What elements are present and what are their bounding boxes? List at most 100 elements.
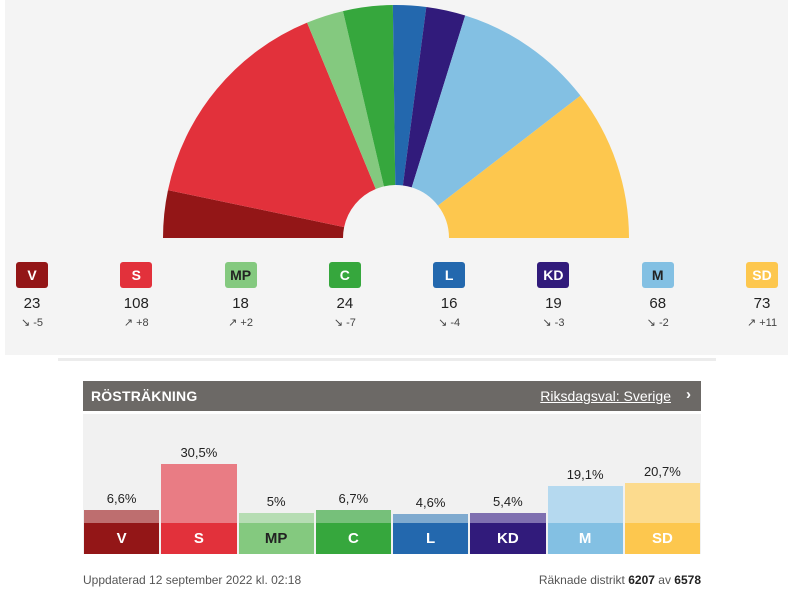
party-change-s: ↗ +8: [106, 316, 166, 329]
bar-label-c: C: [315, 523, 391, 554]
bar-value-kd: 5,4%: [493, 493, 523, 509]
arrow-down-right-icon: ↘: [542, 317, 552, 329]
bar-label-mp: MP: [238, 523, 314, 554]
arrow-up-right-icon: ↗: [123, 317, 134, 329]
party-change-value-mp: +2: [237, 317, 253, 329]
party-badge-l: L: [433, 262, 466, 288]
party-column-v: V 23 ↘ -5: [2, 262, 62, 329]
bar-column-kd: 5,4% KD: [470, 414, 546, 554]
bar-kd: [470, 512, 546, 523]
party-change-c: ↘ -7: [315, 316, 375, 329]
seat-segment-kd: [402, 6, 466, 188]
arrow-up-right-icon: ↗: [228, 317, 238, 329]
party-change-l: ↘ -4: [419, 316, 479, 329]
districts-total: 6578: [674, 573, 701, 587]
districts-separator: av: [658, 573, 671, 587]
bar-label-v: V: [84, 523, 160, 554]
bar-mp: [238, 513, 314, 523]
party-seats-sd: 73: [753, 295, 771, 312]
party-change-value-kd: -3: [551, 317, 565, 329]
bar-s: [161, 463, 237, 523]
party-badge-mp: MP: [224, 262, 257, 288]
bar-value-mp: 5%: [266, 494, 286, 510]
bar-v: [84, 510, 160, 523]
bar-label-m: M: [547, 523, 623, 554]
party-column-m: M 68 ↘ -2: [628, 262, 688, 329]
party-column-kd: KD 19 ↘ -3: [523, 262, 583, 329]
arrow-up-right-icon: ↗: [746, 317, 757, 329]
bar-value-c: 6,7%: [338, 491, 369, 507]
party-column-sd: SD 73 ↗ +11: [732, 262, 788, 329]
party-seats-l: 16: [440, 295, 458, 312]
party-badge-m: M: [641, 262, 674, 288]
bar-value-m: 19,1%: [566, 467, 604, 482]
bar-label-s: S: [161, 523, 237, 554]
counted-districts: Räknade distrikt 6207 av 6578: [539, 573, 701, 587]
bar-label-sd: SD: [624, 523, 700, 554]
party-change-sd: ↗ +11: [732, 316, 788, 329]
party-change-kd: ↘ -3: [523, 316, 583, 329]
parliament-panel: V 23 ↘ -5 S 108 ↗ +8 MP 18 ↗ +2 C 24 ↘ -7 L 16 ↘ -4 KD 1…: [5, 0, 788, 355]
party-change-v: ↘ -5: [2, 316, 62, 329]
arrow-down-right-icon: ↘: [438, 317, 448, 329]
bar-column-l: 4,6% L: [393, 414, 469, 554]
party-change-m: ↘ -2: [628, 316, 688, 329]
party-change-mp: ↗ +2: [211, 316, 271, 329]
chevron-right-icon[interactable]: ›: [686, 386, 691, 403]
seat-segment-l: [392, 4, 427, 186]
bar-label-kd: KD: [470, 523, 546, 554]
bar-column-sd: 20,7% SD: [624, 414, 700, 554]
party-change-value-v: -5: [30, 317, 44, 329]
bar-column-m: 19,1% M: [547, 414, 623, 554]
party-change-value-m: -2: [655, 317, 669, 329]
party-column-c: C 24 ↘ -7: [315, 262, 375, 329]
vote-count-title: RÖSTRÄKNING: [91, 388, 198, 404]
party-seats-kd: 19: [545, 295, 562, 312]
seat-segment-s: [167, 22, 376, 228]
party-column-mp: MP 18 ↗ +2: [211, 262, 271, 329]
party-seats-m: 68: [649, 295, 667, 312]
party-change-value-sd: +11: [756, 317, 778, 329]
party-seats-mp: 18: [232, 295, 249, 312]
bar-column-v: 6,6% V: [84, 414, 160, 554]
bar-column-s: 30,5% S: [161, 414, 237, 554]
party-seats-c: 24: [336, 295, 354, 312]
bar-l: [393, 514, 469, 523]
party-change-value-l: -4: [447, 317, 461, 329]
arrow-down-right-icon: ↘: [646, 317, 656, 329]
party-badge-v: V: [16, 262, 48, 288]
bar-value-v: 6,6%: [106, 491, 137, 507]
bar-c: [315, 510, 391, 523]
seat-segment-sd: [437, 95, 629, 238]
party-badge-c: C: [328, 262, 361, 288]
vote-bar-chart: 6,6% V 30,5% S 5% MP 6,7% C 4,6% L 5,4% KD 19,1% M 20,…: [83, 414, 701, 554]
seat-segment-v: [163, 190, 345, 238]
districts-counted: 6207: [628, 573, 655, 587]
bar-value-s: 30,5%: [180, 444, 218, 460]
bar-column-c: 6,7% C: [315, 414, 391, 554]
districts-prefix: Räknade distrikt: [538, 573, 625, 587]
arrow-down-right-icon: ↘: [20, 317, 31, 329]
party-badge-kd: KD: [537, 262, 570, 288]
bar-column-mp: 5% MP: [238, 414, 314, 554]
bar-label-l: L: [393, 523, 469, 554]
bar-sd: [624, 482, 700, 523]
updated-timestamp: Uppdaterad 12 september 2022 kl. 02:18: [83, 573, 302, 587]
parliament-chart: [163, 4, 629, 238]
party-column-s: S 108 ↗ +8: [106, 262, 166, 329]
party-seats-v: 23: [23, 295, 41, 312]
party-column-l: L 16 ↘ -4: [419, 262, 479, 329]
bar-value-sd: 20,7%: [643, 463, 681, 479]
vote-count-panel: RÖSTRÄKNING Riksdagsval: Sverige › 6,6% V…: [58, 358, 716, 598]
riksdagsval-link[interactable]: Riksdagsval: Sverige: [540, 388, 671, 404]
party-seat-row: V 23 ↘ -5 S 108 ↗ +8 MP 18 ↗ +2 C 24 ↘ -7 L 16 ↘ -4 KD 1…: [5, 262, 788, 342]
vote-count-header: RÖSTRÄKNING Riksdagsval: Sverige ›: [83, 381, 701, 411]
bar-m: [547, 486, 623, 523]
party-change-value-c: -7: [343, 317, 356, 329]
arrow-down-right-icon: ↘: [333, 317, 344, 329]
seat-segment-c: [342, 5, 396, 187]
party-badge-s: S: [120, 262, 153, 288]
party-badge-sd: SD: [746, 262, 778, 288]
party-change-value-s: +8: [133, 317, 149, 329]
bar-value-l: 4,6%: [415, 495, 446, 511]
